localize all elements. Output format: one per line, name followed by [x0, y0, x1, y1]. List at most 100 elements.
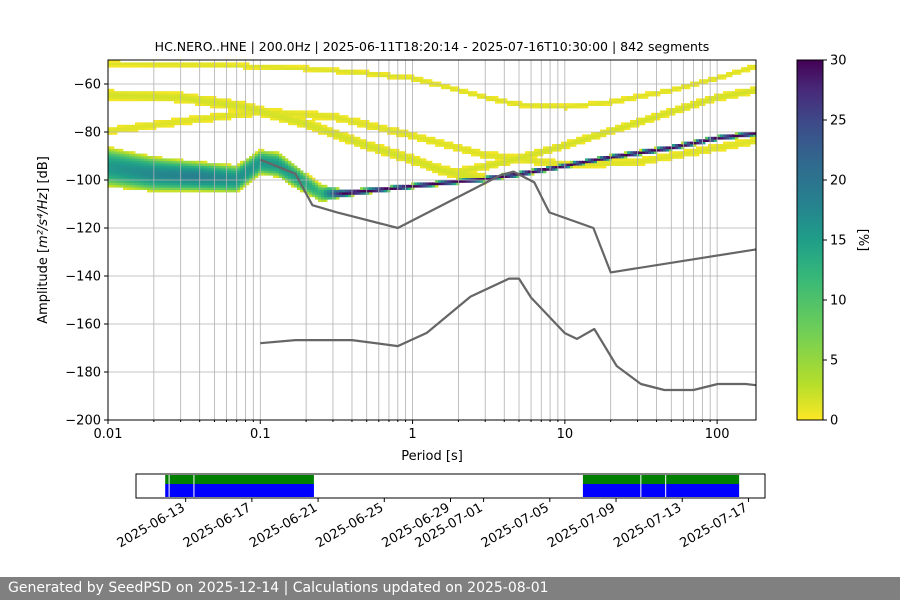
heatmap-cell [306, 180, 310, 183]
heatmap-cell [330, 67, 334, 70]
heatmap-cell [258, 112, 262, 116]
heatmap-cell [192, 64, 196, 68]
heatmap-cell [207, 165, 211, 169]
heatmap-cell [141, 122, 145, 126]
heatmap-cell [738, 88, 742, 92]
heatmap-cell [120, 124, 124, 128]
heatmap-cell [525, 170, 529, 174]
heatmap-cell [606, 158, 610, 162]
heatmap-cell [135, 93, 139, 97]
heatmap-cell [360, 187, 364, 190]
heatmap-cell [714, 139, 718, 142]
heatmap-cell [279, 170, 283, 174]
heatmap-cell [525, 151, 529, 154]
heatmap-cell [204, 184, 208, 188]
heatmap-cell [108, 148, 112, 152]
heatmap-cell [318, 196, 322, 200]
heatmap-cell [315, 117, 319, 121]
heatmap-cell [201, 175, 205, 178]
heatmap-cell [228, 163, 232, 166]
heatmap-cell [123, 163, 127, 166]
heatmap-cell [429, 81, 433, 85]
heatmap-cell [642, 120, 646, 123]
heatmap-cell [408, 136, 412, 140]
heatmap-cell [171, 98, 175, 102]
heatmap-cell [216, 165, 220, 169]
heatmap-cell [336, 194, 340, 198]
heatmap-cell [681, 105, 685, 109]
heatmap-cell [654, 160, 658, 164]
heatmap-cell [654, 148, 658, 152]
heatmap-cell [207, 189, 211, 193]
heatmap-cell [672, 151, 676, 154]
heatmap-cell [183, 180, 187, 183]
heatmap-cell [459, 148, 463, 152]
heatmap-cell [312, 127, 316, 130]
heatmap-cell [489, 165, 493, 169]
heatmap-cell [651, 91, 655, 94]
heatmap-cell [117, 153, 121, 157]
heatmap-cell [282, 110, 286, 114]
heatmap-cell [234, 184, 238, 188]
heatmap-cell [180, 96, 184, 99]
heatmap-cell [210, 182, 214, 186]
heatmap-cell [381, 187, 385, 190]
heatmap-cell [204, 103, 208, 106]
heatmap-cell [276, 64, 280, 68]
heatmap-cell [132, 96, 136, 99]
heatmap-cell [312, 192, 316, 195]
heatmap-cell [282, 177, 286, 181]
heatmap-cell [228, 184, 232, 188]
heatmap-cell [156, 98, 160, 102]
heatmap-cell [618, 127, 622, 130]
heatmap-cell [303, 172, 307, 176]
heatmap-cell [504, 163, 508, 166]
heatmap-cell [588, 158, 592, 162]
heatmap-cell [702, 151, 706, 154]
heatmap-cell [234, 110, 238, 114]
heatmap-cell [222, 117, 226, 121]
heatmap-cell [324, 132, 328, 135]
heatmap-cell [669, 146, 673, 150]
heatmap-cell [129, 170, 133, 174]
heatmap-cell [525, 158, 529, 162]
heatmap-cell [414, 136, 418, 140]
heatmap-cell [486, 168, 490, 171]
heatmap-cell [717, 96, 721, 99]
heatmap-cell [306, 64, 310, 68]
heatmap-cell [744, 134, 748, 138]
heatmap-cell [204, 62, 208, 66]
heatmap-cell [321, 129, 325, 133]
heatmap-cell [663, 156, 667, 159]
heatmap-cell [459, 172, 463, 176]
heatmap-cell [267, 110, 271, 114]
psd-range-bar [582, 484, 740, 497]
heatmap-cell [321, 69, 325, 73]
heatmap-cell [267, 172, 271, 176]
heatmap-cell [297, 172, 301, 176]
heatmap-cell [336, 115, 340, 118]
heatmap-cell [552, 103, 556, 106]
heatmap-cell [189, 184, 193, 188]
heatmap-cell [501, 177, 505, 181]
heatmap-cell [231, 184, 235, 188]
heatmap-cell [228, 103, 232, 106]
heatmap-cell [117, 60, 121, 63]
heatmap-cell [645, 151, 649, 154]
heatmap-cell [480, 172, 484, 176]
heatmap-cell [249, 156, 253, 159]
heatmap-cell [687, 86, 691, 90]
heatmap-cell [735, 72, 739, 75]
heatmap-cell [456, 144, 460, 147]
heatmap-cell [582, 163, 586, 166]
heatmap-cell [219, 189, 223, 193]
heatmap-cell [126, 163, 130, 166]
heatmap-cell [183, 177, 187, 181]
heatmap-cell [417, 134, 421, 138]
heatmap-cell [291, 163, 295, 166]
heatmap-cell [735, 139, 739, 142]
heatmap-cell [318, 129, 322, 133]
heatmap-cell [195, 115, 199, 118]
heatmap-cell [291, 165, 295, 169]
heatmap-cell [486, 175, 490, 178]
